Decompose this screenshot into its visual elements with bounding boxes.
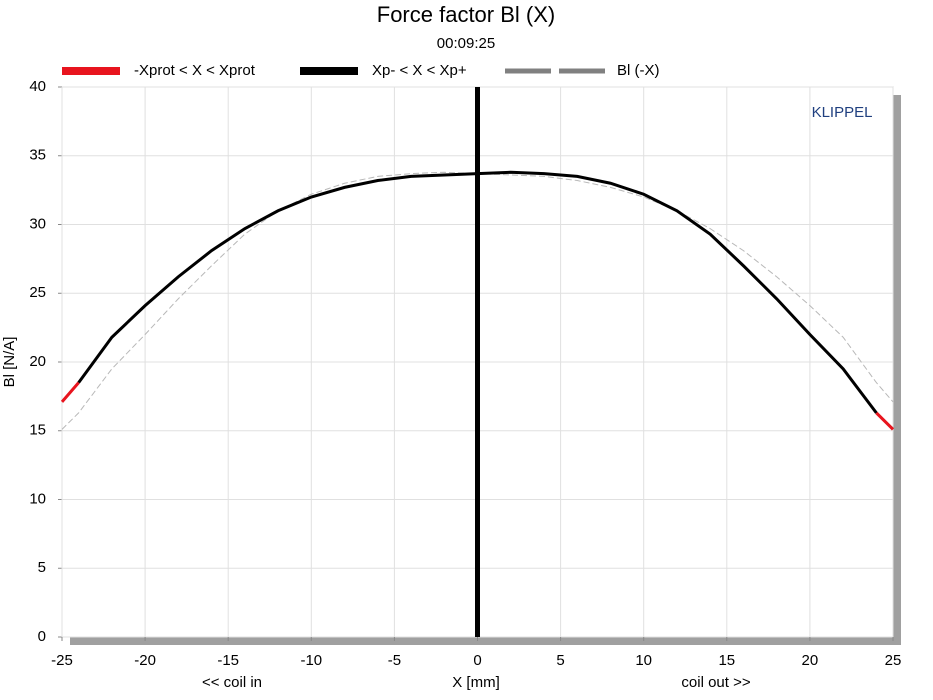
y-tick-label: 0 — [38, 628, 46, 645]
series-line — [60, 381, 895, 431]
x-note: coil out >> — [681, 674, 750, 691]
y-tick-label: 10 — [29, 490, 46, 507]
frame-shadow — [70, 637, 901, 645]
x-tick-label: 20 — [802, 652, 819, 669]
y-tick-label: 30 — [29, 215, 46, 232]
legend-label: Bl (-X) — [617, 62, 660, 79]
brand: KLIPPEL — [812, 104, 873, 121]
y-axis-label: Bl [N/A] — [1, 337, 18, 388]
x-tick-label: -5 — [388, 652, 401, 669]
x-tick-label: 25 — [885, 652, 902, 669]
x-axis-label: X [mm] — [452, 674, 500, 691]
x-tick-label: -15 — [217, 652, 239, 669]
x-note: << coil in — [202, 674, 262, 691]
x-tick-label: -25 — [51, 652, 73, 669]
y-tick-label: 40 — [29, 78, 46, 95]
x-tick-label: 10 — [635, 652, 652, 669]
chart-subtitle: 00:09:25 — [437, 35, 495, 52]
frame-shadow — [893, 95, 901, 645]
y-tick-label: 15 — [29, 422, 46, 439]
y-tick-label: 35 — [29, 147, 46, 164]
y-tick-label: 25 — [29, 284, 46, 301]
chart-title: Force factor Bl (X) — [377, 2, 555, 27]
y-tick-label: 20 — [29, 353, 46, 370]
legend-label: Xp- < X < Xp+ — [372, 62, 467, 79]
x-tick-label: 5 — [556, 652, 564, 669]
x-tick-label: -20 — [134, 652, 156, 669]
legend-label: -Xprot < X < Xprot — [134, 62, 256, 79]
y-tick-label: 5 — [38, 559, 46, 576]
x-tick-label: 0 — [473, 652, 481, 669]
x-tick-label: -10 — [300, 652, 322, 669]
x-tick-label: 15 — [718, 652, 735, 669]
